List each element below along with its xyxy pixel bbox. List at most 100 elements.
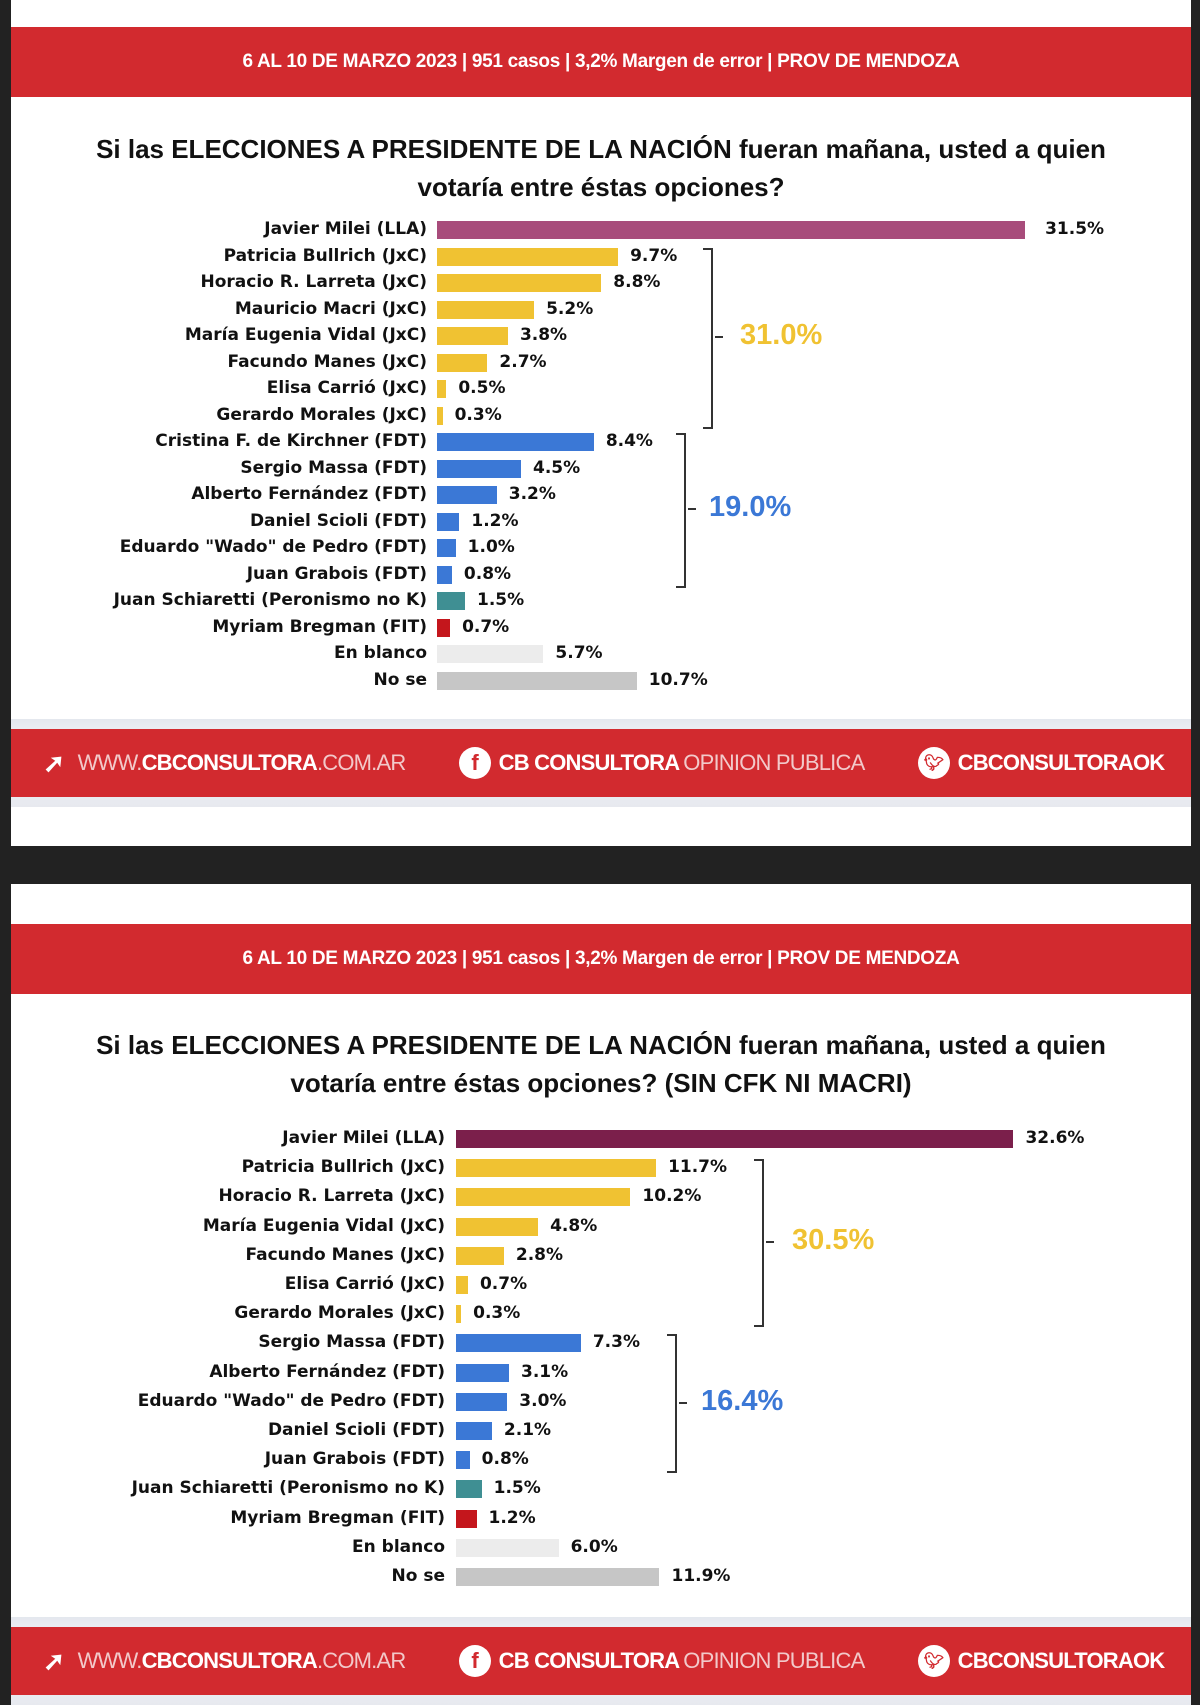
bar xyxy=(456,1392,508,1411)
value-label: 3.0% xyxy=(519,1390,567,1411)
category-label: Javier Milei (LLA) xyxy=(282,1128,445,1148)
category-label: Alberto Fernández (FDT) xyxy=(191,484,427,504)
chart-title-line-1: Si las ELECCIONES A PRESIDENTE DE LA NAC… xyxy=(96,1030,1106,1060)
bar xyxy=(456,1305,462,1324)
value-label: 10.7% xyxy=(648,669,708,690)
bar xyxy=(437,327,508,345)
bar xyxy=(437,353,488,372)
category-label: No se xyxy=(391,1566,445,1586)
survey-info-header: 6 AL 10 DE MARZO 2023 | 951 casos | 3,2%… xyxy=(11,27,1191,97)
value-label: 32.6% xyxy=(1025,1128,1085,1148)
twitter-handle: CBCONSULTORAOK xyxy=(957,750,1166,775)
facebook-suffix: OPINION PUBLICA xyxy=(683,1648,865,1673)
group-total-jxc: 31.0% xyxy=(740,319,823,351)
facebook-icon: f xyxy=(458,747,491,779)
category-label: Myriam Bregman (FIT) xyxy=(230,1507,445,1528)
value-label: 3.8% xyxy=(519,325,568,345)
category-label: Javier Milei (LLA) xyxy=(264,219,427,239)
group-bracket-jxc xyxy=(703,247,713,429)
value-label: 2.1% xyxy=(503,1420,552,1440)
facebook-brand: CB CONSULTORA xyxy=(498,1648,680,1673)
value-label: 0.7% xyxy=(462,616,510,637)
value-label: 1.5% xyxy=(493,1478,541,1499)
bar xyxy=(437,618,451,637)
category-label: Eduardo "Wado" de Pedro (FDT) xyxy=(137,1390,445,1411)
footer-bar: ➚ WWW. CBCONSULTORA .COM.AR f CB CONSULTORA O… xyxy=(11,1627,1191,1695)
value-label: 9.7% xyxy=(630,245,678,266)
website-link[interactable]: ➚ WWW. CBCONSULTORA .COM.AR xyxy=(38,747,406,779)
bar xyxy=(456,1509,477,1528)
value-label: 2.7% xyxy=(499,351,547,372)
category-label: No se xyxy=(373,669,427,690)
bar xyxy=(456,1217,539,1236)
facebook-link[interactable]: f CB CONSULTORA OPINION PUBLICA xyxy=(458,1645,865,1677)
twitter-icon: 🐦︎ xyxy=(917,747,950,779)
value-label: 4.5% xyxy=(533,457,581,478)
value-label: 3.1% xyxy=(521,1361,569,1382)
bar xyxy=(437,565,452,584)
group-total-fdt: 19.0% xyxy=(709,491,792,524)
poll-slide-1: 6 AL 10 DE MARZO 2023 | 951 casos | 3,2%… xyxy=(11,0,1191,846)
category-label: Gerardo Morales (JxC) xyxy=(234,1303,445,1324)
bar xyxy=(456,1188,631,1207)
category-label: Mauricio Macri (JxC) xyxy=(234,298,427,319)
category-label: En blanco xyxy=(352,1536,445,1557)
value-label: 7.3% xyxy=(592,1332,640,1353)
value-label: 0.8% xyxy=(481,1449,529,1470)
poll-slide-2: 6 AL 10 DE MARZO 2023 | 951 casos | 3,2%… xyxy=(11,884,1191,1705)
value-label: 11.9% xyxy=(671,1566,731,1586)
bar xyxy=(437,512,460,531)
value-label: 0.3% xyxy=(473,1303,521,1324)
value-label: 8.8% xyxy=(613,272,661,292)
category-label: Facundo Manes (JxC) xyxy=(245,1244,445,1265)
website-suffix: .COM.AR xyxy=(316,750,406,775)
bar xyxy=(437,592,465,610)
bar xyxy=(456,1334,581,1353)
bar xyxy=(456,1276,468,1294)
facebook-brand: CB CONSULTORA xyxy=(498,750,680,775)
category-label: Juan Schiaretti (Peronismo no K) xyxy=(113,590,427,610)
category-label: Juan Grabois (FDT) xyxy=(246,563,427,584)
survey-info-header: 6 AL 10 DE MARZO 2023 | 951 casos | 3,2%… xyxy=(11,924,1191,994)
bar xyxy=(437,406,443,425)
group-bracket-jxc xyxy=(754,1159,764,1328)
category-label: Daniel Scioli (FDT) xyxy=(249,510,427,531)
value-label: 31.5% xyxy=(1045,219,1105,239)
facebook-icon: f xyxy=(458,1645,491,1677)
bar xyxy=(437,300,535,319)
bar xyxy=(437,433,594,451)
footer-bar: ➚ WWW. CBCONSULTORA .COM.AR f CB CONSULTORA O… xyxy=(11,729,1191,797)
value-label: 1.2% xyxy=(471,510,519,531)
category-label: Sergio Massa (FDT) xyxy=(258,1332,445,1353)
twitter-handle: CBCONSULTORAOK xyxy=(957,1648,1166,1673)
value-label: 0.7% xyxy=(479,1274,528,1294)
facebook-suffix: OPINION PUBLICA xyxy=(683,750,865,775)
category-label: Elisa Carrió (JxC) xyxy=(284,1274,445,1294)
category-label: En blanco xyxy=(334,643,427,663)
group-bracket-tick xyxy=(766,1241,774,1244)
website-brand: CBCONSULTORA xyxy=(141,1648,318,1673)
bar xyxy=(456,1480,482,1499)
category-label: Myriam Bregman (FIT) xyxy=(212,616,427,637)
group-bracket-tick xyxy=(679,1401,687,1404)
value-label: 3.2% xyxy=(508,484,556,504)
website-link[interactable]: ➚ WWW. CBCONSULTORA .COM.AR xyxy=(38,1645,406,1677)
twitter-link[interactable]: 🐦︎ CBCONSULTORAOK xyxy=(917,1645,1166,1677)
twitter-link[interactable]: 🐦︎ CBCONSULTORAOK xyxy=(917,747,1166,779)
category-label: Horacio R. Larreta (JxC) xyxy=(218,1186,445,1207)
category-label: Cristina F. de Kirchner (FDT) xyxy=(155,431,427,451)
category-label: Patricia Bullrich (JxC) xyxy=(223,245,427,266)
value-label: 6.0% xyxy=(570,1536,618,1557)
category-label: Facundo Manes (JxC) xyxy=(227,351,427,372)
group-bracket-tick xyxy=(715,336,723,338)
facebook-link[interactable]: f CB CONSULTORA OPINION PUBLICA xyxy=(458,747,865,779)
website-brand: CBCONSULTORA xyxy=(141,750,318,775)
category-label: Sergio Massa (FDT) xyxy=(240,457,427,478)
value-label: 1.2% xyxy=(488,1507,536,1528)
value-label: 0.8% xyxy=(463,563,512,584)
chart-title-line-1: Si las ELECCIONES A PRESIDENTE DE LA NAC… xyxy=(96,134,1106,164)
bar xyxy=(437,671,637,690)
value-label: 2.8% xyxy=(515,1244,564,1265)
value-label: 1.0% xyxy=(467,537,515,557)
bar xyxy=(437,380,447,398)
